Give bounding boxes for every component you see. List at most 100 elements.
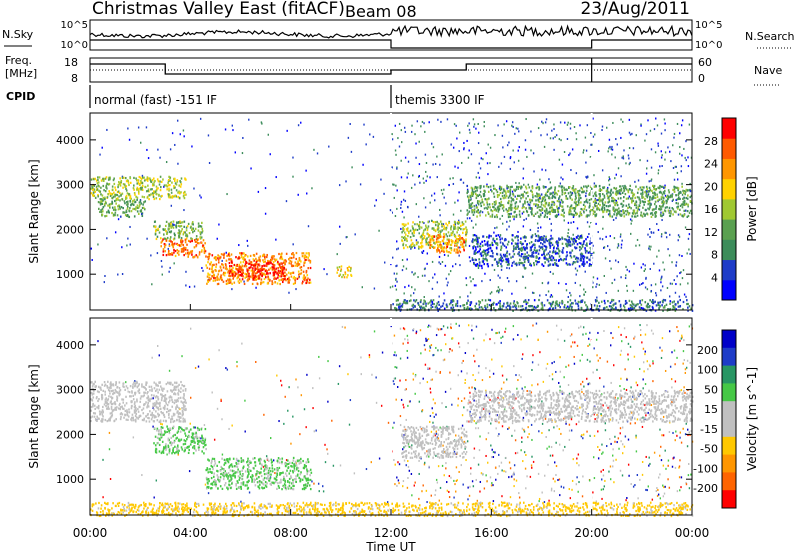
echo-pixel	[505, 197, 507, 199]
echo-pixel	[536, 306, 538, 308]
noise-echo-pixel	[468, 157, 469, 159]
echo-pixel	[437, 229, 439, 231]
echo-pixel	[271, 256, 273, 258]
echo-pixel	[255, 258, 257, 260]
echo-pixel	[147, 177, 149, 179]
echo-pixel	[545, 246, 547, 248]
echo-pixel	[178, 221, 180, 223]
echo-pixel	[521, 247, 523, 249]
noise-echo-pixel	[185, 284, 186, 286]
noise-echo-pixel	[651, 178, 652, 180]
echo-pixel	[533, 203, 535, 205]
echo-pixel	[659, 185, 661, 187]
echo-pixel	[192, 221, 194, 223]
echo-pixel	[476, 197, 478, 199]
echo-pixel	[573, 214, 575, 216]
echo-pixel	[569, 305, 571, 307]
echo-pixel	[244, 273, 246, 275]
echo-pixel	[433, 239, 435, 241]
echo-pixel	[546, 209, 548, 211]
noise-echo-pixel	[605, 236, 606, 238]
echo-pixel	[615, 204, 617, 206]
noise-echo-pixel	[560, 182, 561, 184]
noise-echo-pixel	[415, 157, 416, 159]
echo-pixel	[244, 277, 246, 279]
echo-pixel	[647, 203, 649, 205]
noise-echo-pixel	[533, 152, 534, 154]
echo-pixel	[437, 244, 439, 246]
echo-pixel	[682, 206, 684, 208]
noise-echo-pixel	[454, 166, 455, 168]
echo-pixel	[628, 204, 630, 206]
echo-pixel	[528, 299, 530, 301]
echo-pixel	[607, 300, 609, 302]
echo-pixel	[532, 196, 534, 198]
echo-pixel	[677, 202, 679, 204]
echo-pixel	[488, 299, 490, 301]
noise-echo-pixel	[413, 292, 414, 294]
noise-echo-pixel	[545, 294, 546, 296]
echo-pixel	[574, 210, 576, 212]
echo-pixel	[155, 197, 157, 199]
echo-pixel	[436, 249, 438, 251]
echo-pixel	[671, 207, 673, 209]
echo-pixel	[558, 239, 560, 241]
noise-echo-pixel	[556, 134, 557, 136]
echo-pixel	[149, 177, 151, 179]
noise-echo-pixel	[401, 176, 402, 178]
echo-pixel	[115, 199, 117, 201]
echo-pixel	[524, 202, 526, 204]
echo-pixel	[478, 212, 480, 214]
echo-pixel	[673, 186, 675, 188]
echo-pixel	[513, 248, 515, 250]
echo-pixel	[513, 245, 515, 247]
noise-echo-pixel	[629, 119, 630, 121]
echo-pixel	[625, 193, 627, 195]
noise-echo-pixel	[411, 125, 412, 127]
noise-echo-pixel	[526, 156, 527, 158]
noise-echo-pixel	[688, 165, 689, 167]
echo-pixel	[456, 238, 458, 240]
echo-pixel	[127, 192, 129, 194]
echo-pixel	[563, 306, 565, 308]
noise-echo-pixel	[242, 137, 243, 139]
noise-echo-pixel	[200, 118, 201, 120]
echo-pixel	[594, 211, 596, 213]
echo-pixel	[528, 254, 530, 256]
echo-pixel	[602, 211, 604, 213]
echo-pixel	[545, 212, 547, 214]
noise-echo-pixel	[265, 187, 266, 189]
echo-pixel	[308, 254, 310, 256]
echo-pixel	[294, 282, 296, 284]
noise-echo-pixel	[677, 172, 678, 174]
echo-pixel	[612, 197, 614, 199]
echo-pixel	[451, 234, 453, 236]
noise-echo-pixel	[434, 199, 435, 201]
noise-echo-pixel	[488, 144, 489, 146]
noise-echo-pixel	[659, 269, 660, 271]
noise-echo-pixel	[384, 262, 385, 264]
echo-pixel	[303, 271, 305, 273]
echo-pixel	[147, 180, 149, 182]
echo-pixel	[570, 299, 572, 301]
echo-pixel	[166, 254, 168, 256]
echo-pixel	[496, 214, 498, 216]
echo-pixel	[596, 305, 598, 307]
echo-pixel	[221, 263, 223, 265]
echo-pixel	[625, 300, 627, 302]
echo-pixel	[144, 179, 146, 181]
echo-pixel	[556, 206, 558, 208]
noise-echo-pixel	[617, 247, 618, 249]
echo-pixel	[631, 215, 633, 217]
echo-pixel	[262, 254, 264, 256]
echo-pixel	[410, 230, 412, 232]
noise-echo-pixel	[472, 278, 473, 280]
echo-pixel	[585, 249, 587, 251]
echo-pixel	[649, 187, 651, 189]
noise-echo-pixel	[394, 273, 395, 275]
echo-pixel	[277, 277, 279, 279]
noise-echo-pixel	[611, 153, 612, 155]
noise-echo-pixel	[518, 182, 519, 184]
echo-pixel	[525, 236, 527, 238]
noise-echo-pixel	[574, 363, 575, 365]
